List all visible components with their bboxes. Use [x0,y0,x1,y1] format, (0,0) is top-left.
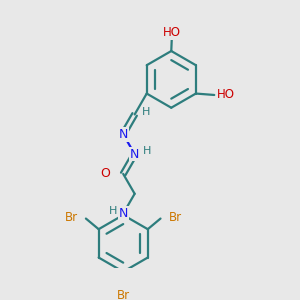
Text: H: H [143,146,152,156]
Text: N: N [118,207,128,220]
Text: H: H [142,106,150,117]
Text: O: O [100,167,110,180]
Text: H: H [109,206,118,216]
Text: Br: Br [169,211,182,224]
Text: HO: HO [163,26,181,39]
Text: N: N [118,128,128,141]
Text: HO: HO [217,88,235,101]
Text: N: N [130,148,139,160]
Text: Br: Br [65,211,78,224]
Text: Br: Br [117,289,130,300]
